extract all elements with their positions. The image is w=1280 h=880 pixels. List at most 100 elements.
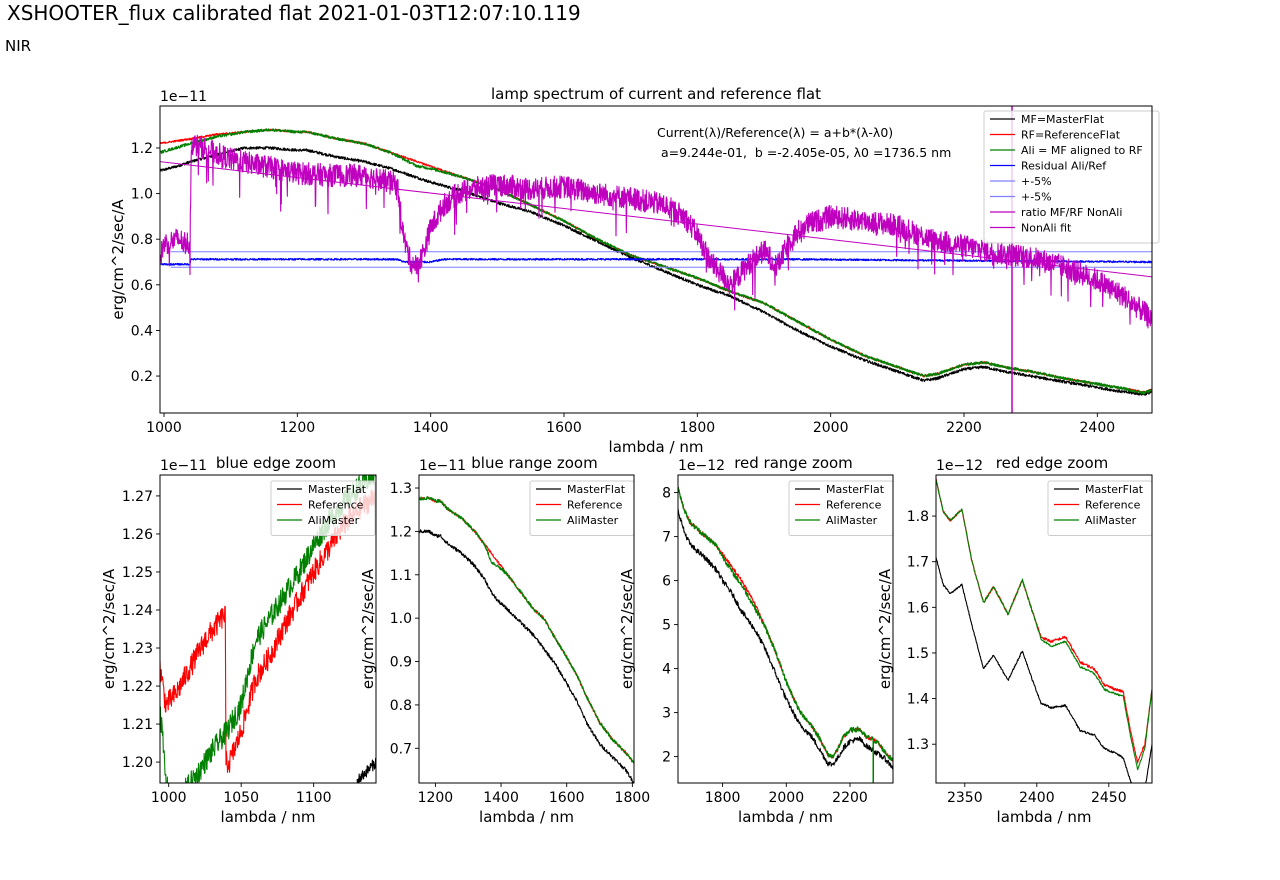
x-axis-label: lambda / nm <box>997 808 1092 826</box>
y-tick-label-1: 0.8 <box>390 698 412 714</box>
y-tick-label-4: 6 <box>662 574 671 590</box>
x-tick-label-0: 1000 <box>146 420 182 436</box>
y-tick-label-3: 1.0 <box>390 611 412 627</box>
y-tick-label-0: 0.2 <box>131 369 153 385</box>
x-tick-label-1: 1200 <box>280 420 316 436</box>
y-tick-label-5: 1.25 <box>122 565 153 581</box>
y-tick-label-1: 1.21 <box>122 717 153 733</box>
figure-title: XSHOOTER_flux calibrated flat 2021-01-03… <box>7 1 581 25</box>
y-tick-label-1: 3 <box>662 706 671 722</box>
legend-label-0: MasterFlat <box>308 483 367 496</box>
legend: MasterFlat Reference AliMaster <box>270 480 376 536</box>
y-axis-label: erg/cm^2/sec/A <box>359 568 377 689</box>
series-line-0 <box>936 557 1152 783</box>
legend: MF=MasterFlat RF=ReferenceFlat Ali = MF al… <box>983 110 1160 244</box>
x-axis-label: lambda / nm <box>738 808 833 826</box>
chart-blue-range: MasterFlat Reference AliMaster 1200 1400 1600… <box>359 454 650 826</box>
x-tick-label-5: 2000 <box>813 420 849 436</box>
fit-annotation-line-0: Current(λ)/Reference(λ) = a+b*(λ-λ0) <box>657 125 893 140</box>
x-tick-label-2: 1600 <box>549 790 585 806</box>
legend-frame <box>983 110 1160 244</box>
y-tick-label-6: 1.26 <box>122 527 153 543</box>
axes-frame <box>418 474 635 784</box>
y-tick-label-2: 1.22 <box>122 679 153 695</box>
legend-label-2: AliMaster <box>826 514 878 527</box>
axes-frame <box>677 474 894 784</box>
y-tick-label-5: 1.8 <box>907 509 929 525</box>
series-line-1 <box>160 489 376 773</box>
legend-label-1: Reference <box>1085 499 1141 512</box>
x-tick-label-2: 2200 <box>832 790 868 806</box>
y-tick-label-0: 1.3 <box>907 737 929 753</box>
legend-label-1: Reference <box>308 499 364 512</box>
y-axis-label: erg/cm^2/sec/A <box>876 568 894 689</box>
plot-title: lamp spectrum of current and reference f… <box>491 85 821 103</box>
plot-area <box>419 496 634 783</box>
legend-label-0: MasterFlat <box>1085 483 1144 496</box>
y-offset-label: 1e−11 <box>160 89 207 105</box>
y-tick-label-6: 1.3 <box>390 481 412 497</box>
y-axis-label: erg/cm^2/sec/A <box>100 568 118 689</box>
chart-main: MF=MasterFlat RF=ReferenceFlat Ali = MF al… <box>109 85 1160 456</box>
y-tick-label-3: 0.8 <box>131 232 153 248</box>
plot-title: blue range zoom <box>471 454 597 472</box>
legend: MasterFlat Reference AliMaster <box>788 480 894 536</box>
series-line-2 <box>160 128 1152 395</box>
x-axis-label: lambda / nm <box>221 808 316 826</box>
legend-label-7: NonAli fit <box>1021 222 1072 235</box>
legend-label-0: MasterFlat <box>567 483 626 496</box>
plot-area <box>678 486 893 783</box>
series-line-0 <box>419 529 634 783</box>
series-line-2 <box>678 486 893 762</box>
y-tick-label-1: 1.4 <box>907 692 929 708</box>
y-axis-label: erg/cm^2/sec/A <box>109 199 127 320</box>
y-tick-label-0: 1.20 <box>122 755 153 771</box>
legend-label-0: MF=MasterFlat <box>1021 113 1105 126</box>
y-tick-label-2: 0.6 <box>131 278 153 294</box>
legend-label-1: Reference <box>567 499 623 512</box>
legend-label-1: Reference <box>826 499 882 512</box>
y-axis-label: erg/cm^2/sec/A <box>618 568 636 689</box>
y-tick-label-5: 7 <box>662 530 671 546</box>
y-tick-label-4: 1.24 <box>122 603 153 619</box>
legend-label-4: +-5% <box>1021 175 1052 188</box>
legend-label-5: +-5% <box>1021 191 1052 204</box>
x-tick-label-0: 2350 <box>947 790 983 806</box>
legend-label-2: AliMaster <box>1085 514 1137 527</box>
y-tick-label-0: 2 <box>662 750 671 766</box>
x-tick-label-4: 1800 <box>680 420 716 436</box>
x-tick-label-1: 1050 <box>223 790 259 806</box>
legend-label-2: AliMaster <box>308 514 360 527</box>
y-tick-label-4: 1.7 <box>907 555 929 571</box>
y-tick-label-3: 1.6 <box>907 600 929 616</box>
axes-frame <box>159 474 377 784</box>
axes-frame <box>935 474 1153 784</box>
x-tick-label-2: 1400 <box>413 420 449 436</box>
x-tick-label-1: 2000 <box>768 790 804 806</box>
y-tick-label-5: 1.2 <box>131 141 153 157</box>
x-tick-label-2: 1100 <box>296 790 332 806</box>
x-axis-label: lambda / nm <box>479 808 574 826</box>
x-tick-label-7: 2400 <box>1080 420 1116 436</box>
legend-label-2: Ali = MF aligned to RF <box>1021 144 1143 157</box>
series-line-0 <box>356 757 376 783</box>
legend: MasterFlat Reference AliMaster <box>529 480 635 536</box>
y-tick-label-0: 0.7 <box>390 741 412 757</box>
y-offset-label: 1e−12 <box>936 458 983 474</box>
chart-red-range: MasterFlat Reference AliMaster 1800 2000 2200… <box>618 454 894 826</box>
legend-label-1: RF=ReferenceFlat <box>1021 129 1121 142</box>
series-line-7 <box>160 161 1152 278</box>
y-tick-label-5: 1.2 <box>390 524 412 540</box>
axes-frame <box>159 105 1153 414</box>
x-tick-label-3: 1800 <box>615 790 651 806</box>
y-tick-label-2: 4 <box>662 662 671 678</box>
x-tick-label-1: 2400 <box>1019 790 1055 806</box>
x-tick-label-0: 1000 <box>151 790 187 806</box>
y-tick-label-1: 0.4 <box>131 323 153 339</box>
x-tick-label-2: 2450 <box>1091 790 1127 806</box>
y-offset-label: 1e−11 <box>160 458 207 474</box>
y-offset-label: 1e−11 <box>419 458 466 474</box>
legend: MasterFlat Reference AliMaster <box>1047 480 1153 536</box>
legend-label-3: Residual Ali/Ref <box>1021 160 1107 173</box>
